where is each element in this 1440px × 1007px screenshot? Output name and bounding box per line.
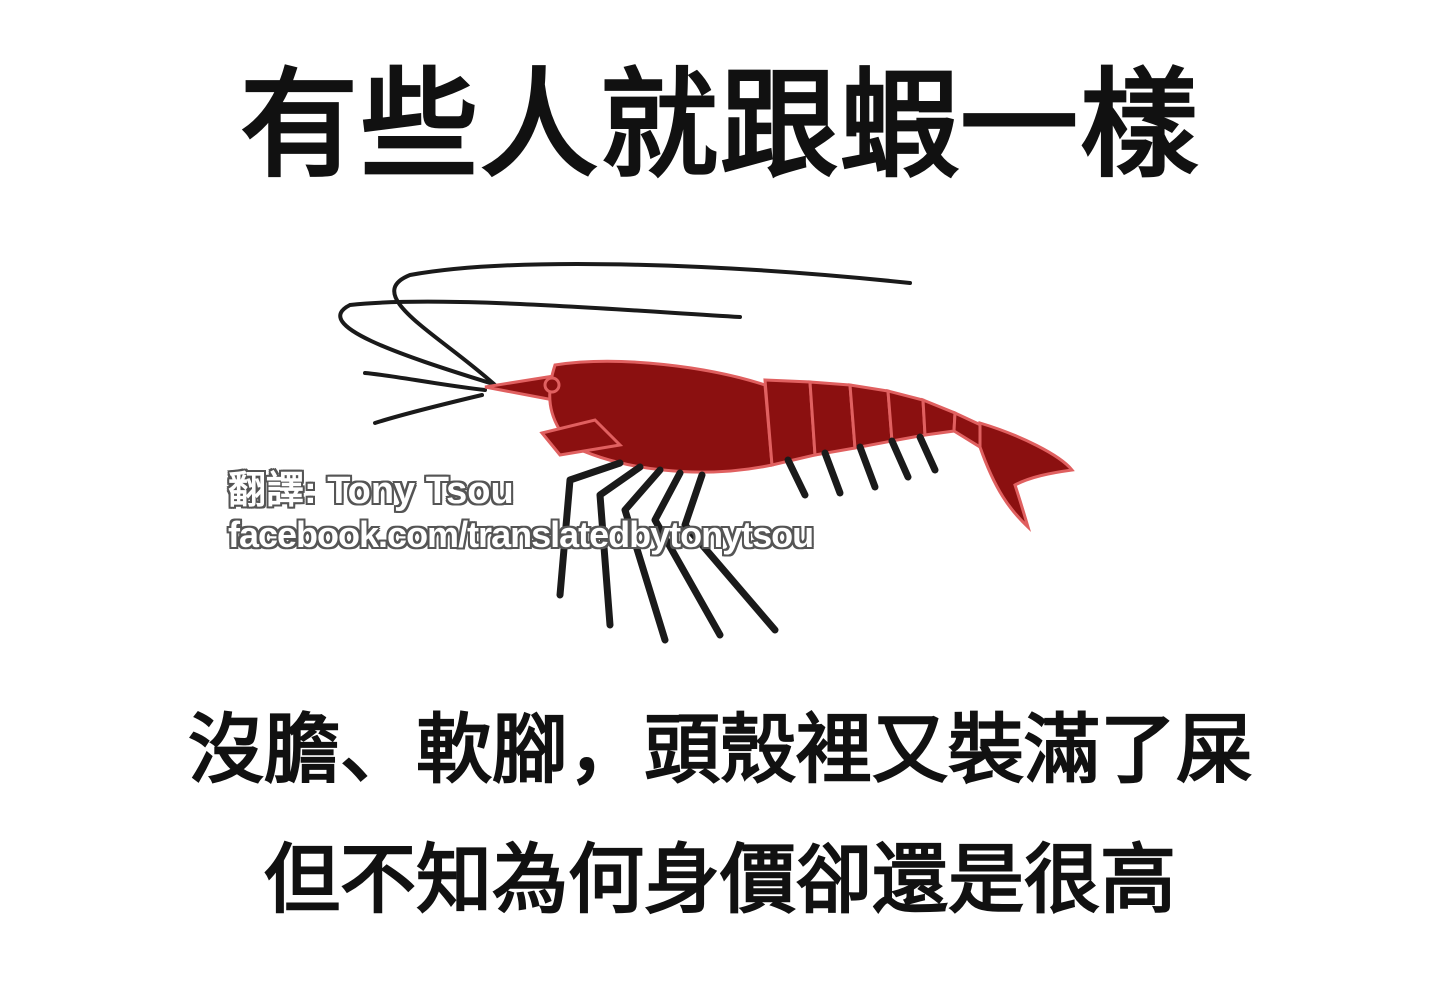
watermark-url: facebook.com/translatedbytonytsou	[228, 513, 814, 555]
watermark-credit: 翻譯: Tony Tsou	[228, 470, 514, 512]
page-title: 有些人就跟蝦一樣	[239, 56, 1200, 194]
caption-line-1: 沒膽、軟腳，頭殼裡又裝滿了屎	[188, 705, 1252, 794]
watermark: 翻譯: Tony Tsou facebook.com/translatedbyt…	[228, 470, 814, 555]
caption-line-2: 但不知為何身價卻還是很高	[264, 835, 1176, 924]
shrimp-icon	[338, 261, 1075, 644]
shrimp-illustration	[320, 255, 1100, 655]
